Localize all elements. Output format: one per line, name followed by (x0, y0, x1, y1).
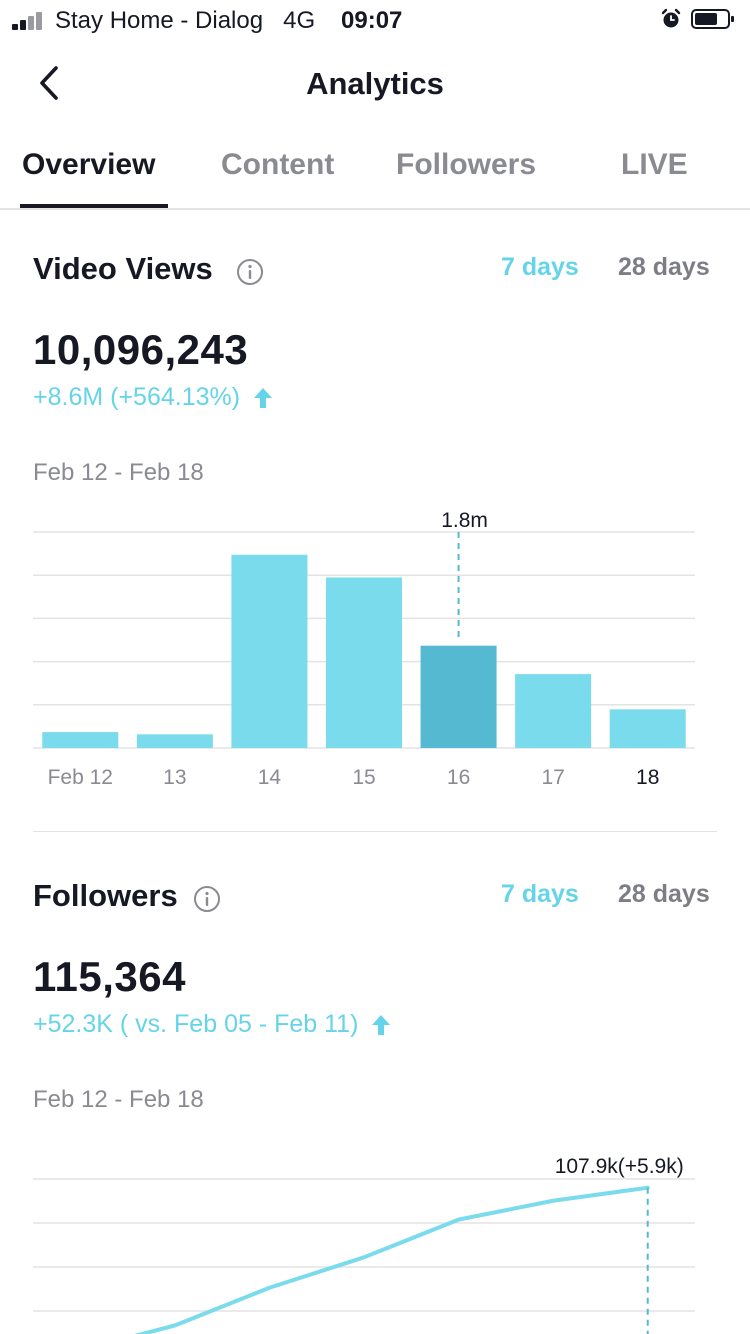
network-type: 4G (283, 7, 316, 34)
video-views-change: +8.6M (+564.13%) (33, 383, 273, 412)
followers-line (134, 1185, 650, 1334)
info-icon[interactable] (193, 885, 221, 913)
followers-date-range: Feb 12 - Feb 18 (33, 1086, 204, 1113)
tab-live[interactable]: LIVE (621, 148, 688, 181)
arrow-up-icon (372, 1015, 391, 1036)
video-views-title: Video Views (33, 251, 213, 286)
active-tab-indicator (20, 204, 168, 208)
followers-28-days-button[interactable]: 28 days (618, 880, 710, 908)
x-tick-label: 17 (541, 766, 564, 789)
bar (136, 734, 213, 748)
tab-bar: Overview Content Followers LIVE (0, 130, 750, 210)
bar (515, 674, 592, 748)
signal-strength-icon (12, 10, 48, 30)
bar (326, 577, 402, 748)
arrow-up-icon (254, 388, 273, 409)
video-views-bar-chart: Feb 12 13 14 15 16 17 18 1.8m (33, 509, 695, 789)
tab-content[interactable]: Content (221, 148, 335, 181)
tooltip-label: 107.9k(+5.9k) (555, 1155, 684, 1178)
video-views-date-range: Feb 12 - Feb 18 (33, 459, 204, 486)
followers-change: +52.3K ( vs. Feb 05 - Feb 11) (33, 1010, 391, 1039)
back-chevron-icon[interactable] (30, 64, 70, 104)
video-views-28-days-button[interactable]: 28 days (618, 253, 710, 281)
followers-7-days-button[interactable]: 7 days (501, 880, 579, 908)
tab-overview[interactable]: Overview (22, 148, 156, 181)
info-icon[interactable] (236, 258, 264, 286)
x-tick-label: 16 (447, 766, 470, 789)
battery-icon (691, 9, 734, 29)
alarm-clock-icon (661, 8, 681, 28)
tab-followers[interactable]: Followers (396, 148, 537, 181)
section-divider (33, 831, 717, 832)
status-time: 09:07 (341, 7, 403, 34)
bar (231, 554, 308, 748)
followers-total: 115,364 (33, 953, 187, 1000)
x-tick-label: 15 (352, 766, 375, 789)
video-views-total: 10,096,243 (33, 326, 249, 373)
x-tick-label: 14 (258, 766, 282, 789)
navigation-bar: Analytics (0, 50, 750, 120)
x-tick-label: Feb 12 (48, 766, 113, 789)
followers-title: Followers (33, 878, 178, 913)
page-title: Analytics (306, 66, 444, 101)
video-views-change-text: +8.6M (+564.13%) (33, 383, 241, 411)
bar (609, 709, 686, 748)
followers-line-chart: 107.9k(+5.9k) (33, 1155, 695, 1334)
video-views-7-days-button[interactable]: 7 days (501, 253, 579, 281)
status-bar: Stay Home - Dialog 4G 09:07 (0, 0, 750, 40)
bar (420, 645, 497, 748)
bar (42, 732, 119, 748)
followers-change-text: +52.3K ( vs. Feb 05 - Feb 11) (33, 1010, 359, 1038)
x-tick-label: 18 (636, 766, 659, 789)
tooltip-label: 1.8m (441, 509, 488, 532)
x-tick-label: 13 (163, 766, 186, 789)
carrier-name: Stay Home - Dialog 4G (55, 7, 316, 34)
